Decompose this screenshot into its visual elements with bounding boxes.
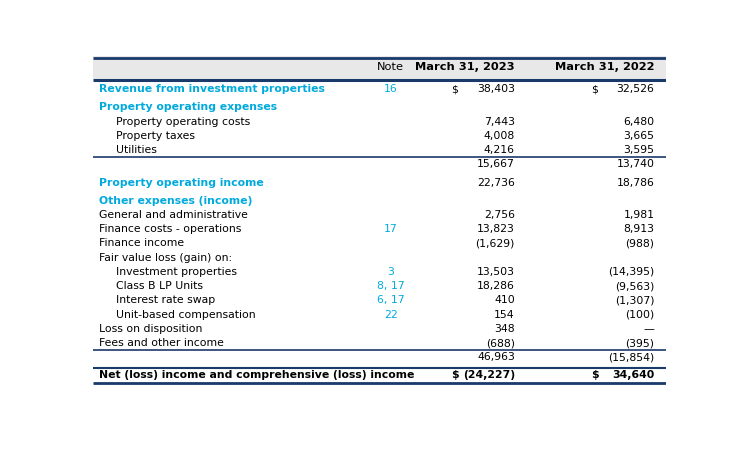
Text: $: $ xyxy=(451,85,458,94)
Text: 8,913: 8,913 xyxy=(623,224,654,234)
Text: 15,667: 15,667 xyxy=(477,159,515,170)
Text: Investment properties: Investment properties xyxy=(115,267,237,277)
Text: 8, 17: 8, 17 xyxy=(377,281,405,291)
Text: 38,403: 38,403 xyxy=(477,85,515,94)
Text: Property operating expenses: Property operating expenses xyxy=(98,102,277,113)
Text: Utilities: Utilities xyxy=(115,145,157,155)
Text: Class B LP Units: Class B LP Units xyxy=(115,281,203,291)
Text: Loss on disposition: Loss on disposition xyxy=(98,324,202,334)
Text: 6,480: 6,480 xyxy=(623,117,654,127)
Text: (15,854): (15,854) xyxy=(608,352,654,362)
Text: 22: 22 xyxy=(384,310,398,319)
Text: 18,786: 18,786 xyxy=(616,177,654,188)
Text: Other expenses (income): Other expenses (income) xyxy=(98,196,252,205)
Text: 348: 348 xyxy=(494,324,515,334)
Text: 34,640: 34,640 xyxy=(612,370,654,381)
Text: (688): (688) xyxy=(486,338,515,348)
Text: 13,503: 13,503 xyxy=(477,267,515,277)
Text: (14,395): (14,395) xyxy=(608,267,654,277)
Text: —: — xyxy=(644,324,654,334)
Text: Property operating costs: Property operating costs xyxy=(115,117,250,127)
Text: 13,740: 13,740 xyxy=(616,159,654,170)
Text: 3,665: 3,665 xyxy=(623,131,654,141)
Text: (1,307): (1,307) xyxy=(615,295,654,305)
Text: 4,216: 4,216 xyxy=(484,145,515,155)
Text: General and administrative: General and administrative xyxy=(98,210,248,220)
Text: Unit-based compensation: Unit-based compensation xyxy=(115,310,255,319)
Text: Finance income: Finance income xyxy=(98,238,184,248)
Text: 16: 16 xyxy=(384,85,398,94)
Text: (100): (100) xyxy=(625,310,654,319)
Text: March 31, 2022: March 31, 2022 xyxy=(555,62,654,72)
Text: 1,981: 1,981 xyxy=(623,210,654,220)
Text: $: $ xyxy=(451,370,459,381)
Text: Property operating income: Property operating income xyxy=(98,177,263,188)
Text: 22,736: 22,736 xyxy=(477,177,515,188)
Text: (988): (988) xyxy=(625,238,654,248)
Text: 2,756: 2,756 xyxy=(484,210,515,220)
Text: Interest rate swap: Interest rate swap xyxy=(115,295,215,305)
Text: 6, 17: 6, 17 xyxy=(377,295,405,305)
Text: 410: 410 xyxy=(494,295,515,305)
Text: Finance costs - operations: Finance costs - operations xyxy=(98,224,241,234)
Text: Fair value loss (gain) on:: Fair value loss (gain) on: xyxy=(98,253,232,262)
Text: 7,443: 7,443 xyxy=(484,117,515,127)
Text: 3: 3 xyxy=(388,267,394,277)
Text: March 31, 2023: March 31, 2023 xyxy=(415,62,515,72)
Text: $: $ xyxy=(591,370,599,381)
Text: Note: Note xyxy=(377,62,404,72)
Bar xyxy=(92,56,666,79)
Text: 32,526: 32,526 xyxy=(616,85,654,94)
Text: 154: 154 xyxy=(494,310,515,319)
Text: 3,595: 3,595 xyxy=(623,145,654,155)
Text: (395): (395) xyxy=(625,338,654,348)
Text: (24,227): (24,227) xyxy=(462,370,515,381)
Text: 4,008: 4,008 xyxy=(484,131,515,141)
Text: 18,286: 18,286 xyxy=(477,281,515,291)
Text: Fees and other income: Fees and other income xyxy=(98,338,223,348)
Text: 13,823: 13,823 xyxy=(477,224,515,234)
Text: Property taxes: Property taxes xyxy=(115,131,195,141)
Text: (9,563): (9,563) xyxy=(615,281,654,291)
Text: (1,629): (1,629) xyxy=(476,238,515,248)
Text: Net (loss) income and comprehensive (loss) income: Net (loss) income and comprehensive (los… xyxy=(98,370,414,381)
Text: 46,963: 46,963 xyxy=(477,352,515,362)
Text: $: $ xyxy=(591,85,598,94)
Text: Revenue from investment properties: Revenue from investment properties xyxy=(98,85,325,94)
Text: 17: 17 xyxy=(384,224,398,234)
